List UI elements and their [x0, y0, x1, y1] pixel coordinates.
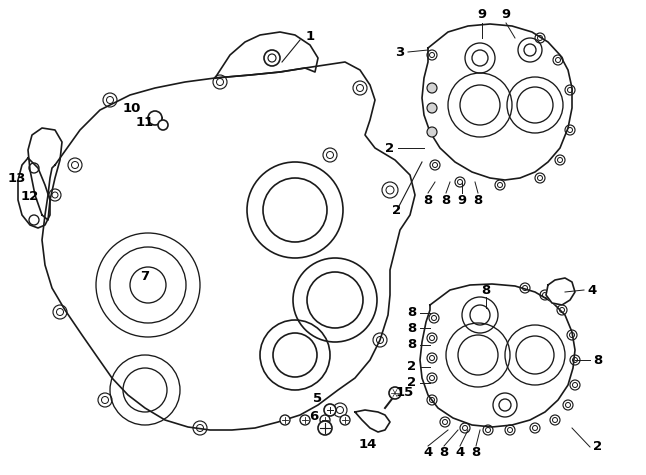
Text: 9: 9 — [457, 193, 466, 207]
Text: 8: 8 — [472, 446, 481, 458]
Circle shape — [280, 415, 290, 425]
Polygon shape — [42, 62, 415, 430]
Text: 15: 15 — [396, 386, 414, 399]
Text: 13: 13 — [8, 171, 26, 184]
Polygon shape — [420, 284, 575, 427]
Circle shape — [158, 120, 168, 130]
Polygon shape — [28, 128, 62, 220]
Circle shape — [427, 83, 437, 93]
Text: 8: 8 — [441, 193, 451, 207]
Polygon shape — [546, 278, 575, 305]
Text: 8: 8 — [408, 306, 417, 320]
Polygon shape — [18, 158, 50, 228]
Text: 4: 4 — [455, 446, 464, 458]
Text: 6: 6 — [309, 409, 318, 422]
Circle shape — [148, 111, 162, 125]
Text: 8: 8 — [423, 193, 433, 207]
Text: 2: 2 — [392, 203, 402, 217]
Circle shape — [300, 415, 310, 425]
Text: 8: 8 — [408, 322, 417, 334]
Circle shape — [427, 103, 437, 113]
Text: 7: 7 — [140, 269, 150, 283]
Text: 8: 8 — [439, 446, 448, 458]
Circle shape — [340, 415, 350, 425]
Circle shape — [318, 421, 332, 435]
Text: 9: 9 — [501, 9, 510, 21]
Circle shape — [389, 387, 401, 399]
Text: 8: 8 — [408, 339, 417, 352]
Text: 12: 12 — [21, 190, 39, 202]
Circle shape — [427, 127, 437, 137]
Text: 14: 14 — [359, 438, 377, 452]
Text: 11: 11 — [136, 115, 154, 129]
Text: 2: 2 — [408, 377, 417, 389]
Circle shape — [324, 404, 336, 416]
Text: 2: 2 — [594, 440, 603, 454]
Polygon shape — [215, 32, 318, 78]
Text: 8: 8 — [481, 284, 490, 296]
Text: 4: 4 — [423, 446, 433, 458]
Text: 2: 2 — [386, 142, 395, 154]
Text: 4: 4 — [587, 284, 597, 296]
Text: 2: 2 — [408, 361, 417, 373]
Text: 9: 9 — [477, 9, 486, 21]
Text: 8: 8 — [594, 353, 603, 367]
Text: 1: 1 — [306, 29, 315, 42]
Text: 8: 8 — [474, 193, 483, 207]
Text: 3: 3 — [395, 46, 404, 58]
Circle shape — [320, 415, 330, 425]
Polygon shape — [422, 24, 572, 180]
Circle shape — [264, 50, 280, 66]
Polygon shape — [355, 410, 390, 432]
Text: 5: 5 — [313, 391, 322, 405]
Text: 10: 10 — [123, 102, 141, 114]
